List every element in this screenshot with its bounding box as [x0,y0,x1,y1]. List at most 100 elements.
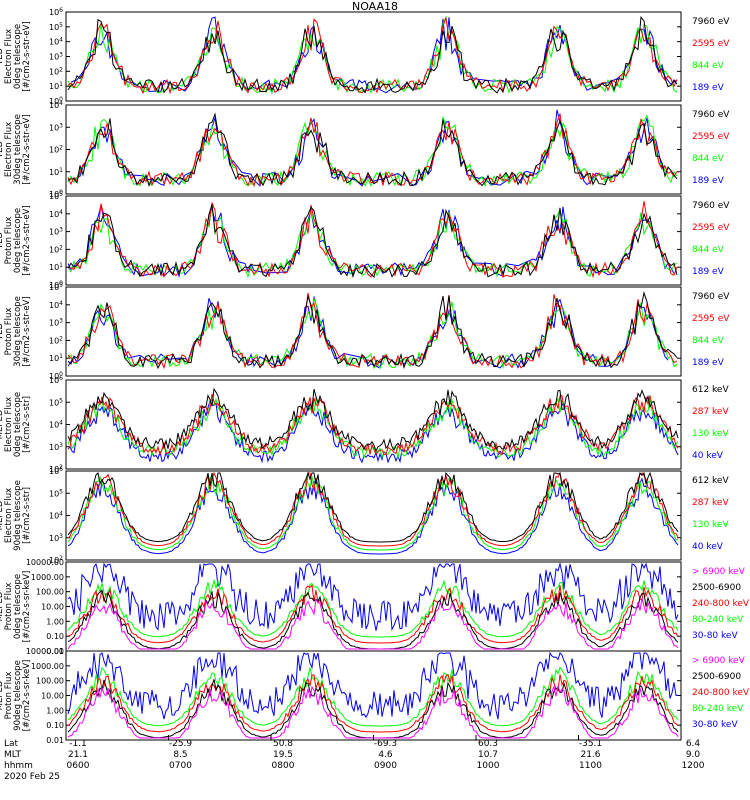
y-tick-label: 0.01 [46,736,64,745]
y-tick-label: 1000.00 [31,573,64,582]
series-trace [67,562,679,632]
y-tick-label: 102 [49,555,63,565]
series-trace [67,589,679,650]
panel-ted-e-0: 106 105 104 103 102 101 100 TED Electron Flux 0de… [0,7,730,106]
y-tick-label: 105 [49,22,63,32]
y-tick-label: 10.00 [41,603,64,612]
y-axis-label-line: TED [0,322,5,341]
y-axis-label-line: 0deg telescope [13,208,23,273]
x-axis-row-label: hhmm [4,761,33,771]
y-tick-label: 102 [49,145,63,155]
x-tick-mlt: 4.6 [378,750,393,760]
y-axis-label-line: Proton Flux [4,217,14,265]
y-axis-label: TED Proton Flux 0deg telescope [#/cm2-s-str… [0,205,32,275]
legend-entry: 2595 eV [692,132,730,142]
legend-entry: 612 keV [692,476,729,486]
y-axis-label-line: MEPED [0,680,5,710]
y-tick-label: 101 [49,262,63,272]
series-trace [67,471,679,547]
panel-ted-p-0: 105 104 103 102 101 100 TED Proton Flux 0deg tel… [0,191,730,290]
y-tick-label: 100.00 [36,677,64,686]
legend-entry: 80-240 keV [692,704,744,714]
y-axis-label-line: [#/cm2-s-str-eV] [22,296,32,366]
y-tick-label: 103 [49,227,63,237]
x-tick-lat: -1.1 [69,739,87,749]
y-tick-label: 100.00 [36,588,64,597]
legend-entry: 240-800 keV [692,599,750,609]
series-trace [67,473,679,551]
series-trace [67,387,679,453]
y-axis-label-line: MEPED [0,591,5,621]
series-trace [67,15,678,94]
legend-entry: 2595 eV [692,223,730,233]
y-tick-label: 104 [49,511,63,521]
y-axis-label-line: TED [0,231,5,250]
panel-meped-p-0: 10000.00 1000.00 100.00 10.00 1.00 0.10 0.01 ME… [0,558,750,656]
y-tick-label: 106 [49,7,63,17]
legend-entry: 189 eV [692,267,725,277]
series-trace [67,292,678,370]
legend-entry: 2595 eV [692,39,730,49]
legend-entry: 7960 eV [692,201,730,211]
x-tick-lat: 6.4 [686,739,701,749]
legend-entry: 130 keV [692,429,729,439]
y-axis-label-line: Electron Flux [4,397,14,452]
series-trace [67,578,679,638]
y-tick-label: 103 [49,122,63,132]
y-axis-label: MEPED Electron Flux 0deg telescope [#/cm2-s… [0,392,32,457]
y-tick-label: 105 [49,282,63,292]
x-tick-lat: 60.3 [478,739,498,749]
panel-frame [65,195,682,286]
series-trace [67,477,679,555]
legend-entry: 287 keV [692,407,729,417]
y-axis-label-line: MEPED [0,500,5,530]
y-axis-label-line: Proton Flux [4,583,14,631]
panel-frame [65,286,682,377]
y-axis-label-line: 0deg telescope [13,392,23,457]
panel-meped-e-0: 106 105 104 103 102 MEPED Electron Flux 0deg te… [0,375,729,474]
series-trace [67,17,678,95]
y-tick-label: 1.00 [46,617,64,626]
series-trace [73,109,666,187]
series-trace [67,112,678,188]
y-tick-label: 0.10 [46,632,64,641]
y-tick-label: 103 [49,318,63,328]
y-tick-label: 101 [49,353,63,363]
legend-entry: 844 eV [692,336,725,346]
y-axis-label-line: Electron Flux [4,488,14,543]
x-tick-time: 1000 [477,761,500,771]
y-axis-label-line: [#/cm2-s-sr-keV] [22,571,32,643]
legend-entry: 30-80 keV [692,720,738,730]
legend-entry: 189 eV [692,176,725,186]
y-tick-label: 106 [49,466,63,476]
legend-entry: 40 keV [692,542,724,552]
legend-entry: 40 keV [692,451,724,461]
x-tick-mlt: 21.6 [580,750,600,760]
y-axis-label-line: [#/cm2-s-str-eV] [22,205,32,275]
panel-ted-p-30: 105 104 103 102 101 100 TED Proton Flux 30deg te… [0,282,730,381]
y-axis-label-line: 30deg telescope [13,296,23,367]
figure-title: NOAA18 [351,0,399,13]
x-tick-time: 1100 [579,761,602,771]
panel-frame [65,470,682,561]
y-tick-label: 101 [49,167,63,177]
y-axis-label: TED Electron Flux 0deg telescope [#/cm2-s-s… [0,21,32,91]
x-tick-lat: 50.8 [273,739,293,749]
y-axis-label-line: 90deg telescope [13,480,23,551]
panel-frame [65,561,682,652]
x-tick-mlt: 10.7 [478,750,498,760]
series-trace [67,471,679,543]
series-trace [67,290,678,370]
series-trace [67,113,678,188]
series-trace [67,673,679,733]
y-tick-label: 0.10 [46,721,64,730]
legend-entry: 287 keV [692,498,729,508]
legend-entry: 844 eV [692,154,725,164]
y-tick-label: 1000.00 [31,662,64,671]
panel-meped-p-90: 10000.00 1000.00 100.00 10.00 1.00 0.10 0.01 ME… [0,647,750,745]
x-tick-lat: -69.3 [374,739,397,749]
legend-entry: 2500-6900 [692,583,741,593]
